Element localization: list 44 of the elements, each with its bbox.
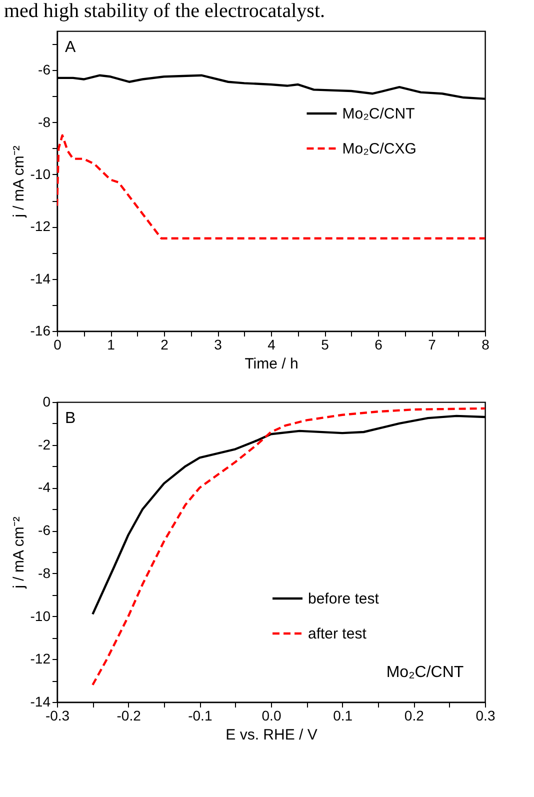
y-tick-label: -8 bbox=[38, 114, 51, 130]
y-tick-label: -12 bbox=[30, 650, 51, 667]
x-tick-label: 0 bbox=[54, 336, 62, 352]
y-axis-title: j / mA cm⁻² bbox=[10, 516, 28, 590]
line-series bbox=[92, 407, 485, 686]
y-tick-label: 0 bbox=[42, 394, 51, 410]
legend-label: after test bbox=[308, 626, 368, 642]
y-tick-label: -2 bbox=[38, 436, 51, 452]
x-axis-title: E vs. RHE / V bbox=[226, 726, 318, 744]
x-tick-label: 8 bbox=[482, 336, 490, 352]
legend-label: before test bbox=[308, 590, 380, 608]
x-tick-label: 0.2 bbox=[404, 708, 424, 724]
y-tick-label: -8 bbox=[38, 564, 51, 581]
text: med high stability of the electrocatalyst. bbox=[3, 0, 326, 24]
x-tick-label: 4 bbox=[268, 336, 276, 352]
x-tick-label: 1 bbox=[107, 336, 116, 352]
annotation: A bbox=[65, 39, 76, 56]
x-tick-label: 0.3 bbox=[476, 708, 496, 724]
x-tick-label: 3 bbox=[214, 336, 222, 352]
legend-label: Mo₂C/CNT bbox=[342, 106, 415, 122]
annotation: B bbox=[65, 410, 76, 427]
line-series bbox=[57, 134, 485, 240]
legend-label: Mo₂C/CXG bbox=[342, 140, 416, 158]
y-tick-label: -10 bbox=[30, 166, 51, 182]
y-tick-label: -14 bbox=[30, 694, 51, 710]
y-tick-label: -16 bbox=[30, 322, 51, 338]
y-tick-label: -6 bbox=[38, 522, 51, 538]
y-tick-label: -6 bbox=[38, 62, 51, 78]
x-tick-label: -0.1 bbox=[188, 708, 212, 724]
x-tick-label: 5 bbox=[321, 336, 330, 352]
y-tick-label: -14 bbox=[30, 270, 51, 286]
x-tick-label: -0.3 bbox=[45, 708, 70, 724]
y-tick-label: -10 bbox=[30, 608, 51, 624]
x-tick-label: 0.1 bbox=[333, 708, 353, 724]
annotation: Mo₂C/CNT bbox=[386, 664, 464, 681]
y-tick-label: -4 bbox=[38, 479, 51, 496]
x-tick-label: 6 bbox=[374, 336, 383, 352]
x-tick-label: 2 bbox=[160, 336, 169, 352]
x-tick-label: -0.2 bbox=[116, 708, 142, 724]
y-axis-title: j / mA cm⁻² bbox=[10, 146, 28, 218]
y-tick-label: -12 bbox=[30, 218, 51, 234]
x-tick-label: 0.0 bbox=[262, 708, 282, 724]
x-tick-label: 7 bbox=[428, 336, 436, 352]
x-axis-title: Time / h bbox=[244, 356, 298, 372]
